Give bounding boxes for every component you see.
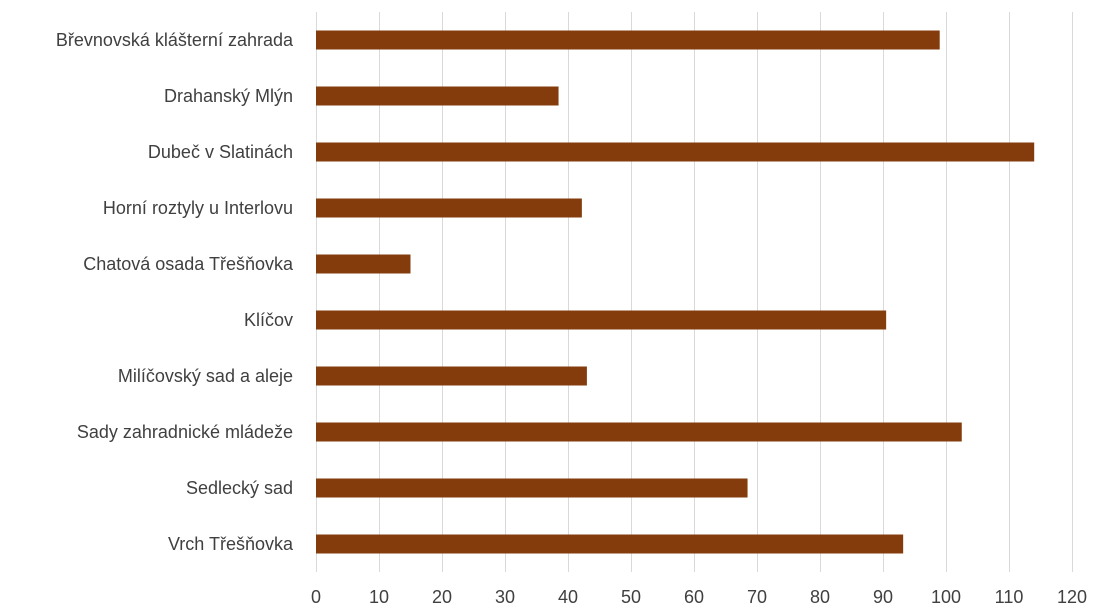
category-label: Horní roztyly u Interlovu xyxy=(103,198,293,218)
x-tick-label: 60 xyxy=(684,587,704,607)
category-label: Milíčovský sad a aleje xyxy=(118,366,293,386)
category-label: Dubeč v Slatinách xyxy=(148,142,293,162)
x-tick-label: 50 xyxy=(621,587,641,607)
category-label: Chatová osada Třešňovka xyxy=(83,254,294,274)
x-tick-label: 100 xyxy=(931,587,961,607)
bar xyxy=(316,142,1035,162)
bar xyxy=(316,310,887,330)
bar xyxy=(316,422,962,442)
x-tick-label: 120 xyxy=(1057,587,1087,607)
x-tick-label: 110 xyxy=(995,587,1024,607)
x-tick-label: 90 xyxy=(873,587,893,607)
category-labels: Břevnovská klášterní zahrada Drahanský Ml… xyxy=(56,30,294,554)
bar xyxy=(316,86,559,106)
bar xyxy=(316,366,587,386)
category-label: Klíčov xyxy=(244,310,293,330)
category-label: Břevnovská klášterní zahrada xyxy=(56,30,294,50)
bar xyxy=(316,534,904,554)
x-tick-label: 80 xyxy=(810,587,830,607)
category-label: Sady zahradnické mládeže xyxy=(77,422,293,442)
bar xyxy=(316,30,940,50)
x-tick-label: 10 xyxy=(369,587,389,607)
x-tick-label: 30 xyxy=(495,587,515,607)
x-tick-label: 40 xyxy=(558,587,578,607)
bar xyxy=(316,198,582,218)
x-tick-label: 0 xyxy=(311,587,321,607)
bar xyxy=(316,478,748,498)
bar xyxy=(316,254,411,274)
x-tick-label: 70 xyxy=(747,587,767,607)
x-axis-tick-labels: 0 10 20 30 40 50 60 70 80 90 100 110 120 xyxy=(311,587,1087,607)
category-label: Vrch Třešňovka xyxy=(168,534,294,554)
bars xyxy=(316,30,1035,554)
x-tick-label: 20 xyxy=(432,587,452,607)
category-label: Drahanský Mlýn xyxy=(164,86,293,106)
category-label: Sedlecký sad xyxy=(186,478,293,498)
